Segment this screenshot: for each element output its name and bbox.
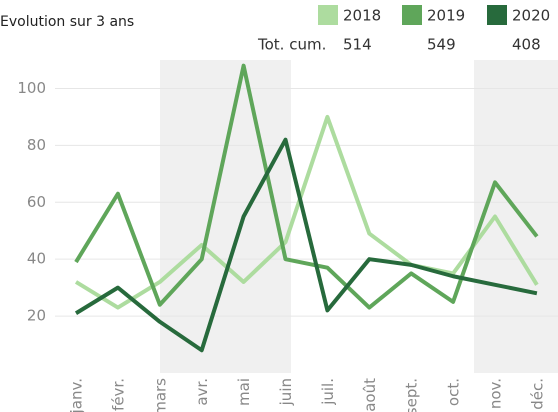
series-total: 549 bbox=[427, 36, 456, 54]
series-total: 514 bbox=[343, 36, 372, 54]
y-tick-label: 40 bbox=[27, 250, 46, 268]
x-tick-label: nov. bbox=[487, 378, 505, 409]
shaded-band bbox=[474, 60, 558, 373]
x-tick-label: juin bbox=[277, 378, 295, 406]
chart-title: Evolution sur 3 ans bbox=[0, 14, 134, 30]
legend-label: 2019 bbox=[427, 7, 465, 25]
y-tick-label: 100 bbox=[17, 79, 46, 97]
legend-label: 2020 bbox=[512, 7, 550, 25]
x-tick-label: août bbox=[361, 378, 379, 412]
series-total: 408 bbox=[512, 36, 541, 54]
x-tick-label: févr. bbox=[109, 378, 127, 411]
legend-swatch bbox=[487, 5, 507, 25]
y-tick-label: 20 bbox=[27, 307, 46, 325]
x-tick-label: juil. bbox=[319, 378, 337, 406]
y-tick-label: 60 bbox=[27, 193, 46, 211]
legend-swatch bbox=[318, 5, 338, 25]
legend-swatch bbox=[402, 5, 422, 25]
x-tick-label: oct. bbox=[445, 378, 463, 406]
x-tick-label: mars bbox=[151, 378, 169, 412]
x-tick-label: sept. bbox=[403, 378, 421, 412]
shaded-band bbox=[160, 60, 291, 373]
totals-label: Tot. cum. bbox=[257, 36, 326, 54]
legend-label: 2018 bbox=[343, 7, 381, 25]
x-tick-label: mai bbox=[235, 378, 253, 406]
x-tick-label: avr. bbox=[193, 378, 211, 406]
y-tick-label: 80 bbox=[27, 136, 46, 154]
x-tick-label: janv. bbox=[68, 378, 86, 412]
series-line bbox=[74, 63, 539, 310]
series-line bbox=[74, 137, 538, 353]
x-tick-label: déc. bbox=[528, 378, 546, 410]
